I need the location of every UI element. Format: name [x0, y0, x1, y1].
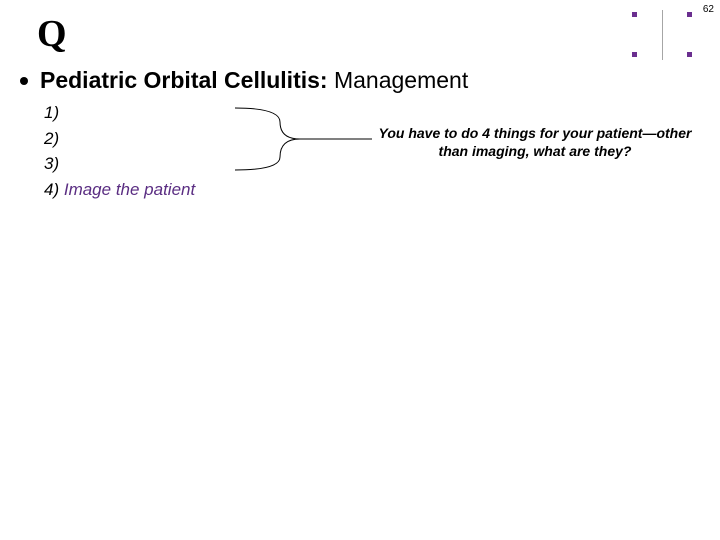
list-item-2: 2): [44, 126, 195, 152]
title-rest: Management: [334, 67, 468, 93]
corner-dot: [687, 12, 692, 17]
prompt-text: You have to do 4 things for your patient…: [375, 125, 695, 160]
brace-connector: [230, 102, 375, 177]
corner-dot: [687, 52, 692, 57]
corner-dot: [632, 52, 637, 57]
numbered-list: 1) 2) 3) 4) Image the patient: [44, 100, 195, 202]
list-item-3: 3): [44, 151, 195, 177]
slide: 62 Q Pediatric Orbital Cellulitis: Manag…: [0, 0, 720, 540]
list-item-4-text: Image the patient: [64, 180, 195, 199]
page-number: 62: [703, 4, 714, 15]
title-row: Pediatric Orbital Cellulitis: Management: [20, 67, 700, 94]
list-item-4-prefix: 4): [44, 180, 64, 199]
corner-vline: [662, 10, 663, 60]
bullet-icon: [20, 77, 28, 85]
corner-dot: [632, 12, 637, 17]
slide-title: Pediatric Orbital Cellulitis: Management: [40, 67, 468, 94]
list-item-1: 1): [44, 100, 195, 126]
q-letter: Q: [37, 12, 67, 56]
corner-decoration: [632, 10, 692, 60]
title-bold: Pediatric Orbital Cellulitis:: [40, 67, 334, 93]
list-item-4: 4) Image the patient: [44, 177, 195, 203]
